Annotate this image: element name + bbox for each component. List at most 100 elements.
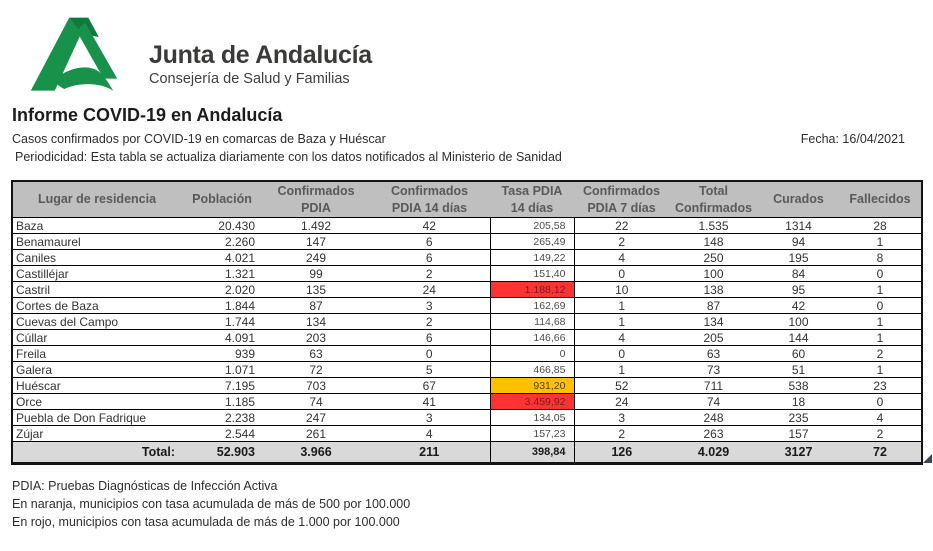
col-fallecidos: Fallecidos [839,180,922,219]
cell-poblacion: 939 [181,345,263,363]
cell-total-confirmados: 63 [669,345,758,363]
cell-confirmados-pdia-14-dias: 3 [369,409,490,427]
table-total-row: Total: 52.903 3.966 211 398,84 126 4.029… [12,441,922,464]
cell-curados: 42 [758,297,839,315]
cell-poblacion: 2.544 [181,425,263,443]
table-row: Cortes de Baza 1.844 87 3 162,69 1 87 42… [12,297,922,315]
cell-poblacion: 1.321 [181,265,263,283]
cell-fallecidos: 23 [839,377,922,395]
cell-tasa-pdia-14-dias: 162,69 [489,297,575,315]
cell-confirmados-pdia-14-dias: 4 [369,425,490,443]
cell-confirmados-pdia-14-dias: 0 [369,345,490,363]
table-row: Galera 1.071 72 5 466,85 1 73 51 1 [12,361,922,379]
cell-confirmados-pdia-14-dias: 24 [369,281,490,299]
junta-de-andalucia-logo-icon [30,17,118,91]
cell-tasa-pdia-14-dias: 134,05 [489,409,575,427]
cell-tasa-pdia-14-dias: 114,68 [489,313,575,331]
cell-curados: 51 [758,361,839,379]
col-curados: Curados [758,180,839,219]
cell-tasa-pdia-14-dias: 151,40 [489,265,575,283]
cell-total-confirmados: 263 [669,425,758,443]
cell-lugar: Baza [12,217,181,235]
cell-tasa-pdia-14-dias: 0 [489,345,575,363]
report-date: Fecha: 16/04/2021 [800,131,905,146]
total-curados: 3127 [758,441,839,464]
cell-poblacion: 1.744 [181,313,263,331]
cell-confirmados-pdia-7-dias: 24 [574,393,669,411]
total-fallecidos: 72 [839,441,922,464]
cell-confirmados-pdia-14-dias: 6 [369,249,490,267]
cell-total-confirmados: 134 [669,313,758,331]
cell-confirmados-pdia: 134 [263,313,369,331]
cell-lugar: Castril [12,281,181,299]
cell-confirmados-pdia: 249 [263,249,369,267]
cell-fallecidos: 2 [839,425,922,443]
table-body: Baza 20.430 1.492 42 205,58 22 1.535 131… [12,217,922,443]
cell-lugar: Cortes de Baza [12,297,181,315]
cell-fallecidos: 1 [839,281,922,299]
cell-lugar: Benamaurel [12,233,181,251]
cell-confirmados-pdia-7-dias: 4 [574,249,669,267]
cell-confirmados-pdia-7-dias: 1 [574,313,669,331]
cell-tasa-pdia-14-dias: 1.188,12 [489,281,575,299]
cell-fallecidos: 1 [839,361,922,379]
cell-confirmados-pdia-14-dias: 2 [369,313,490,331]
brand-header: Junta de Andalucía Consejería de Salud y… [0,0,933,99]
report-subtitle: Casos confirmados por COVID-19 en comarc… [12,131,386,146]
cell-lugar: Orce [12,393,181,411]
cell-curados: 235 [758,409,839,427]
cell-poblacion: 1.185 [181,393,263,411]
cell-poblacion: 4.021 [181,249,263,267]
total-poblacion: 52.903 [181,441,263,464]
cell-curados: 144 [758,329,839,347]
table-row: Freila 939 63 0 0 0 63 60 2 [12,345,922,363]
sheet-corner-artifact [923,454,932,464]
cell-poblacion: 2.020 [181,281,263,299]
cell-confirmados-pdia-14-dias: 41 [369,393,490,411]
cell-confirmados-pdia: 703 [263,377,369,395]
cell-curados: 18 [758,393,839,411]
total-total-confirmados: 4.029 [669,441,758,464]
cell-total-confirmados: 248 [669,409,758,427]
cell-confirmados-pdia: 99 [263,265,369,283]
cell-fallecidos: 8 [839,249,922,267]
cell-poblacion: 2.238 [181,409,263,427]
cell-confirmados-pdia: 203 [263,329,369,347]
cell-tasa-pdia-14-dias: 931,20 [489,377,575,395]
table-row: Benamaurel 2.260 147 6 265,49 2 148 94 1 [12,233,922,251]
cell-curados: 1314 [758,217,839,235]
total-pdia-7: 126 [574,441,669,464]
cell-total-confirmados: 250 [669,249,758,267]
cell-fallecidos: 2 [839,345,922,363]
cell-tasa-pdia-14-dias: 157,23 [489,425,575,443]
cell-confirmados-pdia-14-dias: 2 [369,265,490,283]
cell-lugar: Cuevas del Campo [12,313,181,331]
cell-total-confirmados: 138 [669,281,758,299]
table-row: Puebla de Don Fadrique 2.238 247 3 134,0… [12,409,922,427]
cell-total-confirmados: 148 [669,233,758,251]
cell-confirmados-pdia: 72 [263,361,369,379]
cell-poblacion: 1.071 [181,361,263,379]
cell-lugar: Zújar [12,425,181,443]
table-row: Caniles 4.021 249 6 149,22 4 250 195 8 [12,249,922,267]
cell-lugar: Puebla de Don Fadrique [12,409,181,427]
cell-confirmados-pdia-7-dias: 3 [574,409,669,427]
cell-total-confirmados: 711 [669,377,758,395]
table-header: Lugar de residencia Población Confirmado… [12,180,922,219]
cell-confirmados-pdia: 147 [263,233,369,251]
cell-confirmados-pdia-7-dias: 4 [574,329,669,347]
cell-total-confirmados: 74 [669,393,758,411]
report-periodicity: Periodicidad: Esta tabla se actualiza di… [15,150,562,165]
cell-confirmados-pdia-7-dias: 52 [574,377,669,395]
cell-fallecidos: 1 [839,329,922,347]
cell-curados: 60 [758,345,839,363]
table-row: Castilléjar 1.321 99 2 151,40 0 100 84 0 [12,265,922,283]
brand-text: Junta de Andalucía Consejería de Salud y… [149,9,372,88]
table-row: Orce 1.185 74 41 3.459,92 24 74 18 0 [12,393,922,411]
cell-poblacion: 1.844 [181,297,263,315]
cell-confirmados-pdia: 87 [263,297,369,315]
cell-confirmados-pdia-7-dias: 22 [574,217,669,235]
cell-fallecidos: 0 [839,297,922,315]
footnote-orange: En naranja, municipios con tasa acumulad… [12,497,411,512]
